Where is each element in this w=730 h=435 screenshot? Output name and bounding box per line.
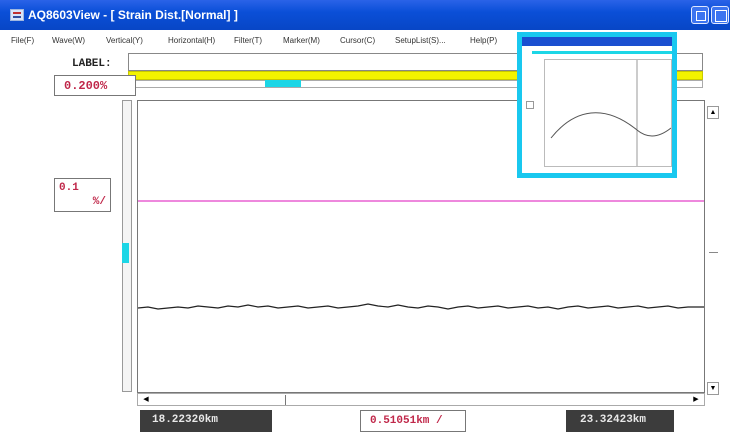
maximize-icon[interactable] bbox=[711, 6, 729, 24]
distance-per-div-readout[interactable]: 0.51051km / bbox=[360, 410, 466, 432]
thumbnail-plot bbox=[544, 59, 672, 167]
title-bar: AQ8603View - [ Strain Dist.[Normal] ] bbox=[0, 0, 730, 30]
menu-wave[interactable]: Wave(W) bbox=[52, 36, 86, 45]
arrow-up-icon[interactable]: ▲ bbox=[707, 106, 719, 119]
horizontal-scroll-thumb[interactable] bbox=[285, 395, 288, 405]
start-distance-readout: 18.22320km bbox=[140, 410, 272, 432]
menu-setuplist[interactable]: SetupList(S)... bbox=[395, 36, 446, 45]
vertical-scale-unit: %/ bbox=[92, 196, 106, 208]
vertical-offset-knob[interactable] bbox=[122, 243, 129, 263]
window-title: AQ8603View - [ Strain Dist.[Normal] ] bbox=[28, 8, 238, 22]
menu-marker[interactable]: Marker(M) bbox=[283, 36, 320, 45]
overview-position-marker[interactable] bbox=[265, 80, 301, 87]
highlighted-thumbnail bbox=[517, 32, 677, 178]
menu-file[interactable]: File(F) bbox=[11, 36, 35, 45]
vertical-scale-readout[interactable]: 0.1 %/ bbox=[54, 178, 111, 212]
vertical-scale-value: 0.1 bbox=[59, 182, 79, 194]
arrow-left-icon[interactable]: ◀ bbox=[143, 396, 149, 403]
vertical-scrollbar[interactable]: ▲ ▼ bbox=[706, 100, 720, 395]
menu-horizontal[interactable]: Horizontal(H) bbox=[168, 36, 216, 45]
menu-help[interactable]: Help(P) bbox=[470, 36, 498, 45]
arrow-down-icon[interactable]: ▼ bbox=[707, 382, 719, 395]
thumbnail-title-bar bbox=[522, 37, 672, 46]
app-icon bbox=[10, 9, 24, 21]
offset-readout[interactable]: 0.200% bbox=[54, 75, 136, 96]
menu-cursor[interactable]: Cursor(C) bbox=[340, 36, 376, 45]
strain-trace bbox=[138, 303, 704, 310]
end-distance-readout: 23.32423km bbox=[566, 410, 674, 432]
thumbnail-svg bbox=[550, 60, 672, 166]
menu-filter[interactable]: Filter(T) bbox=[234, 36, 262, 45]
waveform-svg bbox=[138, 200, 704, 310]
minimize-icon[interactable] bbox=[691, 6, 709, 24]
arrow-right-icon[interactable]: ▶ bbox=[693, 396, 699, 403]
thumbnail-bar bbox=[532, 51, 672, 54]
label-caption: LABEL: bbox=[72, 58, 112, 70]
thumbnail-control bbox=[526, 101, 534, 109]
menu-vertical[interactable]: Vertical(Y) bbox=[106, 36, 143, 45]
horizontal-scrollbar[interactable]: ◀ ▶ bbox=[137, 393, 705, 406]
vertical-scroll-thumb[interactable] bbox=[709, 244, 718, 253]
